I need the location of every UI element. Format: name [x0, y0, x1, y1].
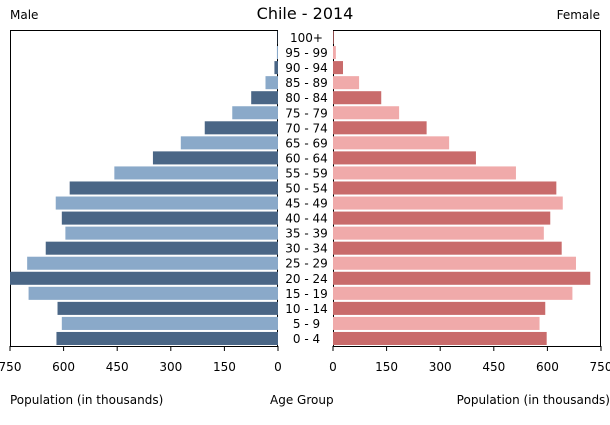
- female-x-tick-label: 150: [375, 360, 398, 374]
- female-bar: [333, 226, 544, 240]
- female-x-tick-label: 750: [590, 360, 610, 374]
- x-axis-label-male: Population (in thousands): [10, 393, 164, 407]
- male-bar: [232, 106, 278, 120]
- age-group-label: 25 - 29: [285, 257, 328, 271]
- female-x-tick-label: 300: [429, 360, 452, 374]
- male-bar: [265, 76, 278, 90]
- male-bar: [180, 136, 278, 150]
- female-bar: [333, 286, 573, 300]
- male-bar: [61, 316, 279, 330]
- male-bar: [10, 271, 278, 285]
- female-side-label: Female: [556, 8, 600, 22]
- female-bar: [333, 331, 547, 345]
- female-bar: [333, 211, 551, 225]
- female-bar: [333, 241, 562, 255]
- age-group-label: 5 - 9: [293, 317, 320, 331]
- female-bar: [333, 76, 360, 90]
- female-bar: [333, 166, 516, 180]
- age-group-label: 15 - 19: [285, 287, 328, 301]
- age-group-label: 40 - 44: [285, 212, 328, 226]
- age-group-label: 55 - 59: [285, 166, 328, 180]
- male-bar: [55, 196, 279, 210]
- age-group-label: 45 - 49: [285, 197, 328, 211]
- age-group-label: 70 - 74: [285, 121, 328, 135]
- male-x-tick-label: 300: [159, 360, 182, 374]
- male-bar: [61, 211, 279, 225]
- male-bar: [56, 331, 278, 345]
- female-bar: [333, 46, 336, 60]
- male-bar: [274, 61, 278, 75]
- age-group-label: 30 - 34: [285, 242, 328, 256]
- female-bar: [333, 271, 591, 285]
- female-bar: [333, 316, 540, 330]
- female-bar: [333, 256, 576, 270]
- age-group-label: 95 - 99: [285, 46, 328, 60]
- age-group-label: 10 - 14: [285, 302, 328, 316]
- age-group-label: 100+: [290, 31, 323, 45]
- male-bar: [69, 181, 278, 195]
- female-bar: [333, 121, 427, 135]
- female-x-tick-label: 0: [329, 360, 337, 374]
- female-bar: [333, 136, 450, 150]
- male-bar: [65, 226, 279, 240]
- age-group-label: 90 - 94: [285, 61, 328, 75]
- age-group-label: 60 - 64: [285, 151, 328, 165]
- male-x-tick-label: 600: [52, 360, 75, 374]
- male-x-tick-label: 750: [0, 360, 21, 374]
- x-axis-label-female: Population (in thousands): [456, 393, 610, 407]
- male-bar: [114, 166, 278, 180]
- age-group-label: 20 - 24: [285, 272, 328, 286]
- female-bar: [333, 196, 563, 210]
- male-x-tick-label: 0: [274, 360, 282, 374]
- female-bar: [333, 181, 557, 195]
- female-bar: [333, 106, 400, 120]
- male-bar: [57, 301, 279, 315]
- male-bar: [45, 241, 278, 255]
- female-bar: [333, 301, 546, 315]
- age-group-label: 75 - 79: [285, 106, 328, 120]
- age-group-label: 85 - 89: [285, 76, 328, 90]
- female-x-tick-label: 450: [482, 360, 505, 374]
- age-group-label: 80 - 84: [285, 91, 328, 105]
- male-bar: [276, 46, 278, 60]
- chart-title: Chile - 2014: [256, 4, 354, 23]
- age-group-label: 50 - 54: [285, 182, 328, 196]
- male-bar: [152, 151, 278, 165]
- age-group-label: 0 - 4: [293, 332, 320, 346]
- female-bar: [333, 31, 334, 45]
- male-x-tick-label: 150: [213, 360, 236, 374]
- male-side-label: Male: [10, 8, 39, 22]
- age-group-label: 35 - 39: [285, 227, 328, 241]
- female-bar: [333, 151, 476, 165]
- age-group-axis-label: Age Group: [270, 393, 334, 407]
- age-group-label: 65 - 69: [285, 136, 328, 150]
- male-bar: [28, 286, 279, 300]
- female-bar: [333, 91, 382, 105]
- male-x-tick-label: 450: [106, 360, 129, 374]
- male-bar: [27, 256, 278, 270]
- male-bar: [204, 121, 278, 135]
- female-x-tick-label: 600: [536, 360, 559, 374]
- female-bar: [333, 61, 344, 75]
- male-bar: [251, 91, 278, 105]
